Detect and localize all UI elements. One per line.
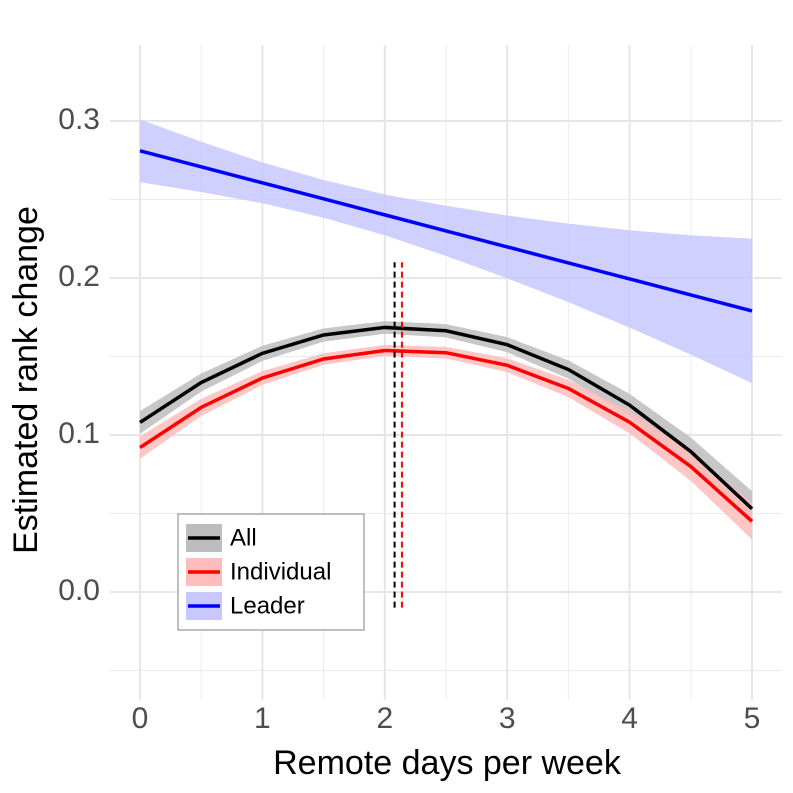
line bbox=[139, 325, 754, 511]
y-tick-label: 0.3 bbox=[58, 103, 100, 136]
x-tick-label: 1 bbox=[254, 702, 271, 735]
x-tick-label: 5 bbox=[744, 702, 761, 735]
confidence-band bbox=[139, 119, 753, 384]
line bbox=[139, 149, 753, 313]
x-tick-label: 3 bbox=[499, 702, 516, 735]
legend-label: Leader bbox=[230, 592, 305, 619]
y-tick-label: 0.2 bbox=[58, 260, 100, 293]
y-tick-label: 0.0 bbox=[58, 574, 100, 607]
y-axis-label: Estimated rank change bbox=[7, 206, 45, 554]
legend-label: All bbox=[230, 524, 257, 551]
y-tick-label: 0.1 bbox=[58, 417, 100, 450]
legend-label: Individual bbox=[230, 558, 331, 585]
line bbox=[139, 348, 754, 523]
x-axis-label: Remote days per week bbox=[273, 744, 622, 782]
x-tick-label: 4 bbox=[621, 702, 638, 735]
x-tick-label: 0 bbox=[132, 702, 149, 735]
x-tick-label: 2 bbox=[376, 702, 393, 735]
legend: All Individual Leader bbox=[177, 513, 365, 631]
